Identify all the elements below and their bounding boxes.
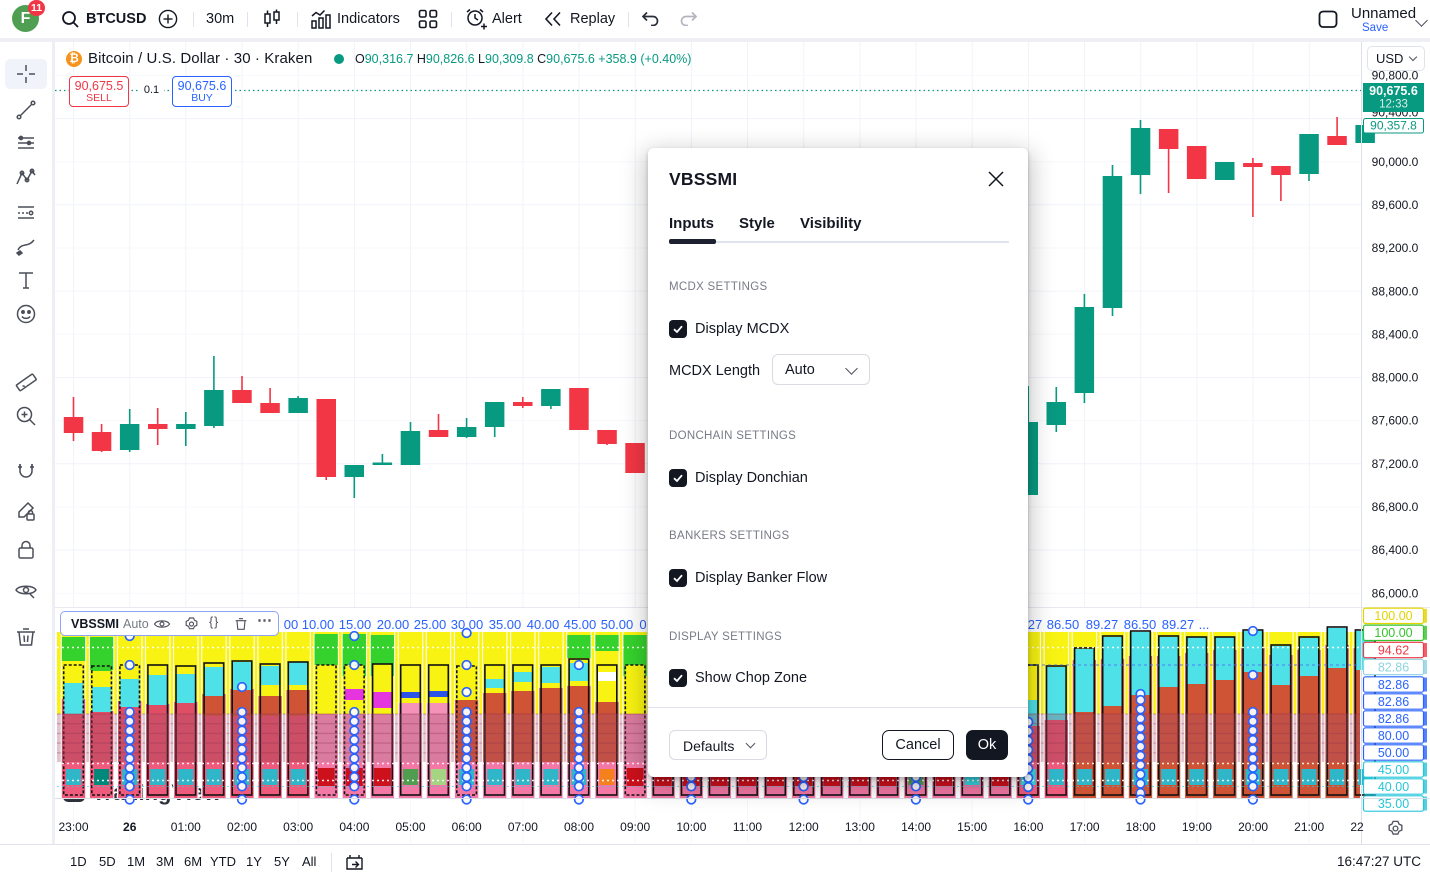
- svg-text:89.27: 89.27: [1162, 617, 1195, 632]
- svg-text:100.00: 100.00: [1374, 609, 1412, 623]
- svg-text:07:00: 07:00: [508, 820, 538, 834]
- svg-text:88,000.0: 88,000.0: [1372, 371, 1419, 385]
- svg-text:...: ...: [1199, 617, 1210, 632]
- svg-text:40.00: 40.00: [1378, 780, 1409, 794]
- svg-text:30.00: 30.00: [451, 617, 484, 632]
- svg-text:45.00: 45.00: [564, 617, 597, 632]
- svg-text:01:00: 01:00: [171, 820, 201, 834]
- svg-text:40.00: 40.00: [527, 617, 560, 632]
- svg-text:12:33: 12:33: [1379, 99, 1408, 111]
- svg-text:11:00: 11:00: [733, 820, 762, 834]
- svg-text:20:00: 20:00: [1238, 820, 1268, 834]
- svg-text:09:00: 09:00: [620, 820, 650, 834]
- svg-text:86,800.0: 86,800.0: [1372, 500, 1419, 514]
- svg-text:35.00: 35.00: [1378, 797, 1409, 811]
- svg-text:13:00: 13:00: [845, 820, 875, 834]
- svg-text:18:00: 18:00: [1126, 820, 1156, 834]
- svg-text:45.00: 45.00: [1378, 763, 1409, 777]
- svg-text:86,000.0: 86,000.0: [1372, 586, 1419, 600]
- svg-text:06:00: 06:00: [452, 820, 482, 834]
- svg-text:15:00: 15:00: [957, 820, 987, 834]
- svg-text:25.00: 25.00: [414, 617, 447, 632]
- svg-text:90,675.6: 90,675.6: [1369, 84, 1418, 98]
- svg-text:87,600.0: 87,600.0: [1372, 414, 1419, 428]
- svg-text:82.86: 82.86: [1378, 712, 1409, 726]
- svg-text:89,200.0: 89,200.0: [1372, 241, 1419, 255]
- svg-text:87,200.0: 87,200.0: [1372, 457, 1419, 471]
- svg-text:23:00: 23:00: [58, 820, 88, 834]
- svg-text:10.00: 10.00: [302, 617, 335, 632]
- svg-text:12:00: 12:00: [789, 820, 819, 834]
- svg-text:22: 22: [1350, 820, 1364, 834]
- svg-text:08:00: 08:00: [564, 820, 594, 834]
- svg-text:35.00: 35.00: [489, 617, 522, 632]
- svg-text:14:00: 14:00: [901, 820, 931, 834]
- svg-text:19:00: 19:00: [1182, 820, 1212, 834]
- svg-text:100.00: 100.00: [1374, 626, 1412, 640]
- svg-text:82.86: 82.86: [1378, 695, 1409, 709]
- svg-text:90,000.0: 90,000.0: [1372, 155, 1419, 169]
- svg-text:04:00: 04:00: [339, 820, 369, 834]
- svg-text:10:00: 10:00: [676, 820, 706, 834]
- svg-text:02:00: 02:00: [227, 820, 257, 834]
- svg-text:90,800.0: 90,800.0: [1372, 69, 1419, 83]
- svg-text:27: 27: [1028, 617, 1042, 632]
- svg-text:89.27: 89.27: [1086, 617, 1119, 632]
- svg-text:17:00: 17:00: [1070, 820, 1100, 834]
- svg-text:88,400.0: 88,400.0: [1372, 328, 1419, 342]
- svg-text:05:00: 05:00: [395, 820, 425, 834]
- svg-text:26: 26: [123, 820, 137, 834]
- svg-text:16:00: 16:00: [1013, 820, 1043, 834]
- svg-text:86.50: 86.50: [1124, 617, 1157, 632]
- svg-text:90,357.8: 90,357.8: [1370, 119, 1417, 133]
- svg-text:82.86: 82.86: [1378, 678, 1409, 692]
- svg-text:94.62: 94.62: [1378, 643, 1409, 657]
- svg-text:86.50: 86.50: [1047, 617, 1080, 632]
- svg-text:82.86: 82.86: [1378, 660, 1409, 674]
- svg-text:20.00: 20.00: [377, 617, 410, 632]
- svg-text:50.00: 50.00: [1378, 746, 1409, 760]
- svg-text:0: 0: [639, 617, 646, 632]
- svg-text:89,600.0: 89,600.0: [1372, 198, 1419, 212]
- svg-text:50.00: 50.00: [601, 617, 634, 632]
- svg-text:88,800.0: 88,800.0: [1372, 284, 1419, 298]
- svg-text:03:00: 03:00: [283, 820, 313, 834]
- svg-text:15.00: 15.00: [339, 617, 372, 632]
- svg-text:21:00: 21:00: [1294, 820, 1324, 834]
- svg-text:80.00: 80.00: [1378, 729, 1409, 743]
- svg-text:86,400.0: 86,400.0: [1372, 543, 1419, 557]
- svg-text:00: 00: [284, 617, 298, 632]
